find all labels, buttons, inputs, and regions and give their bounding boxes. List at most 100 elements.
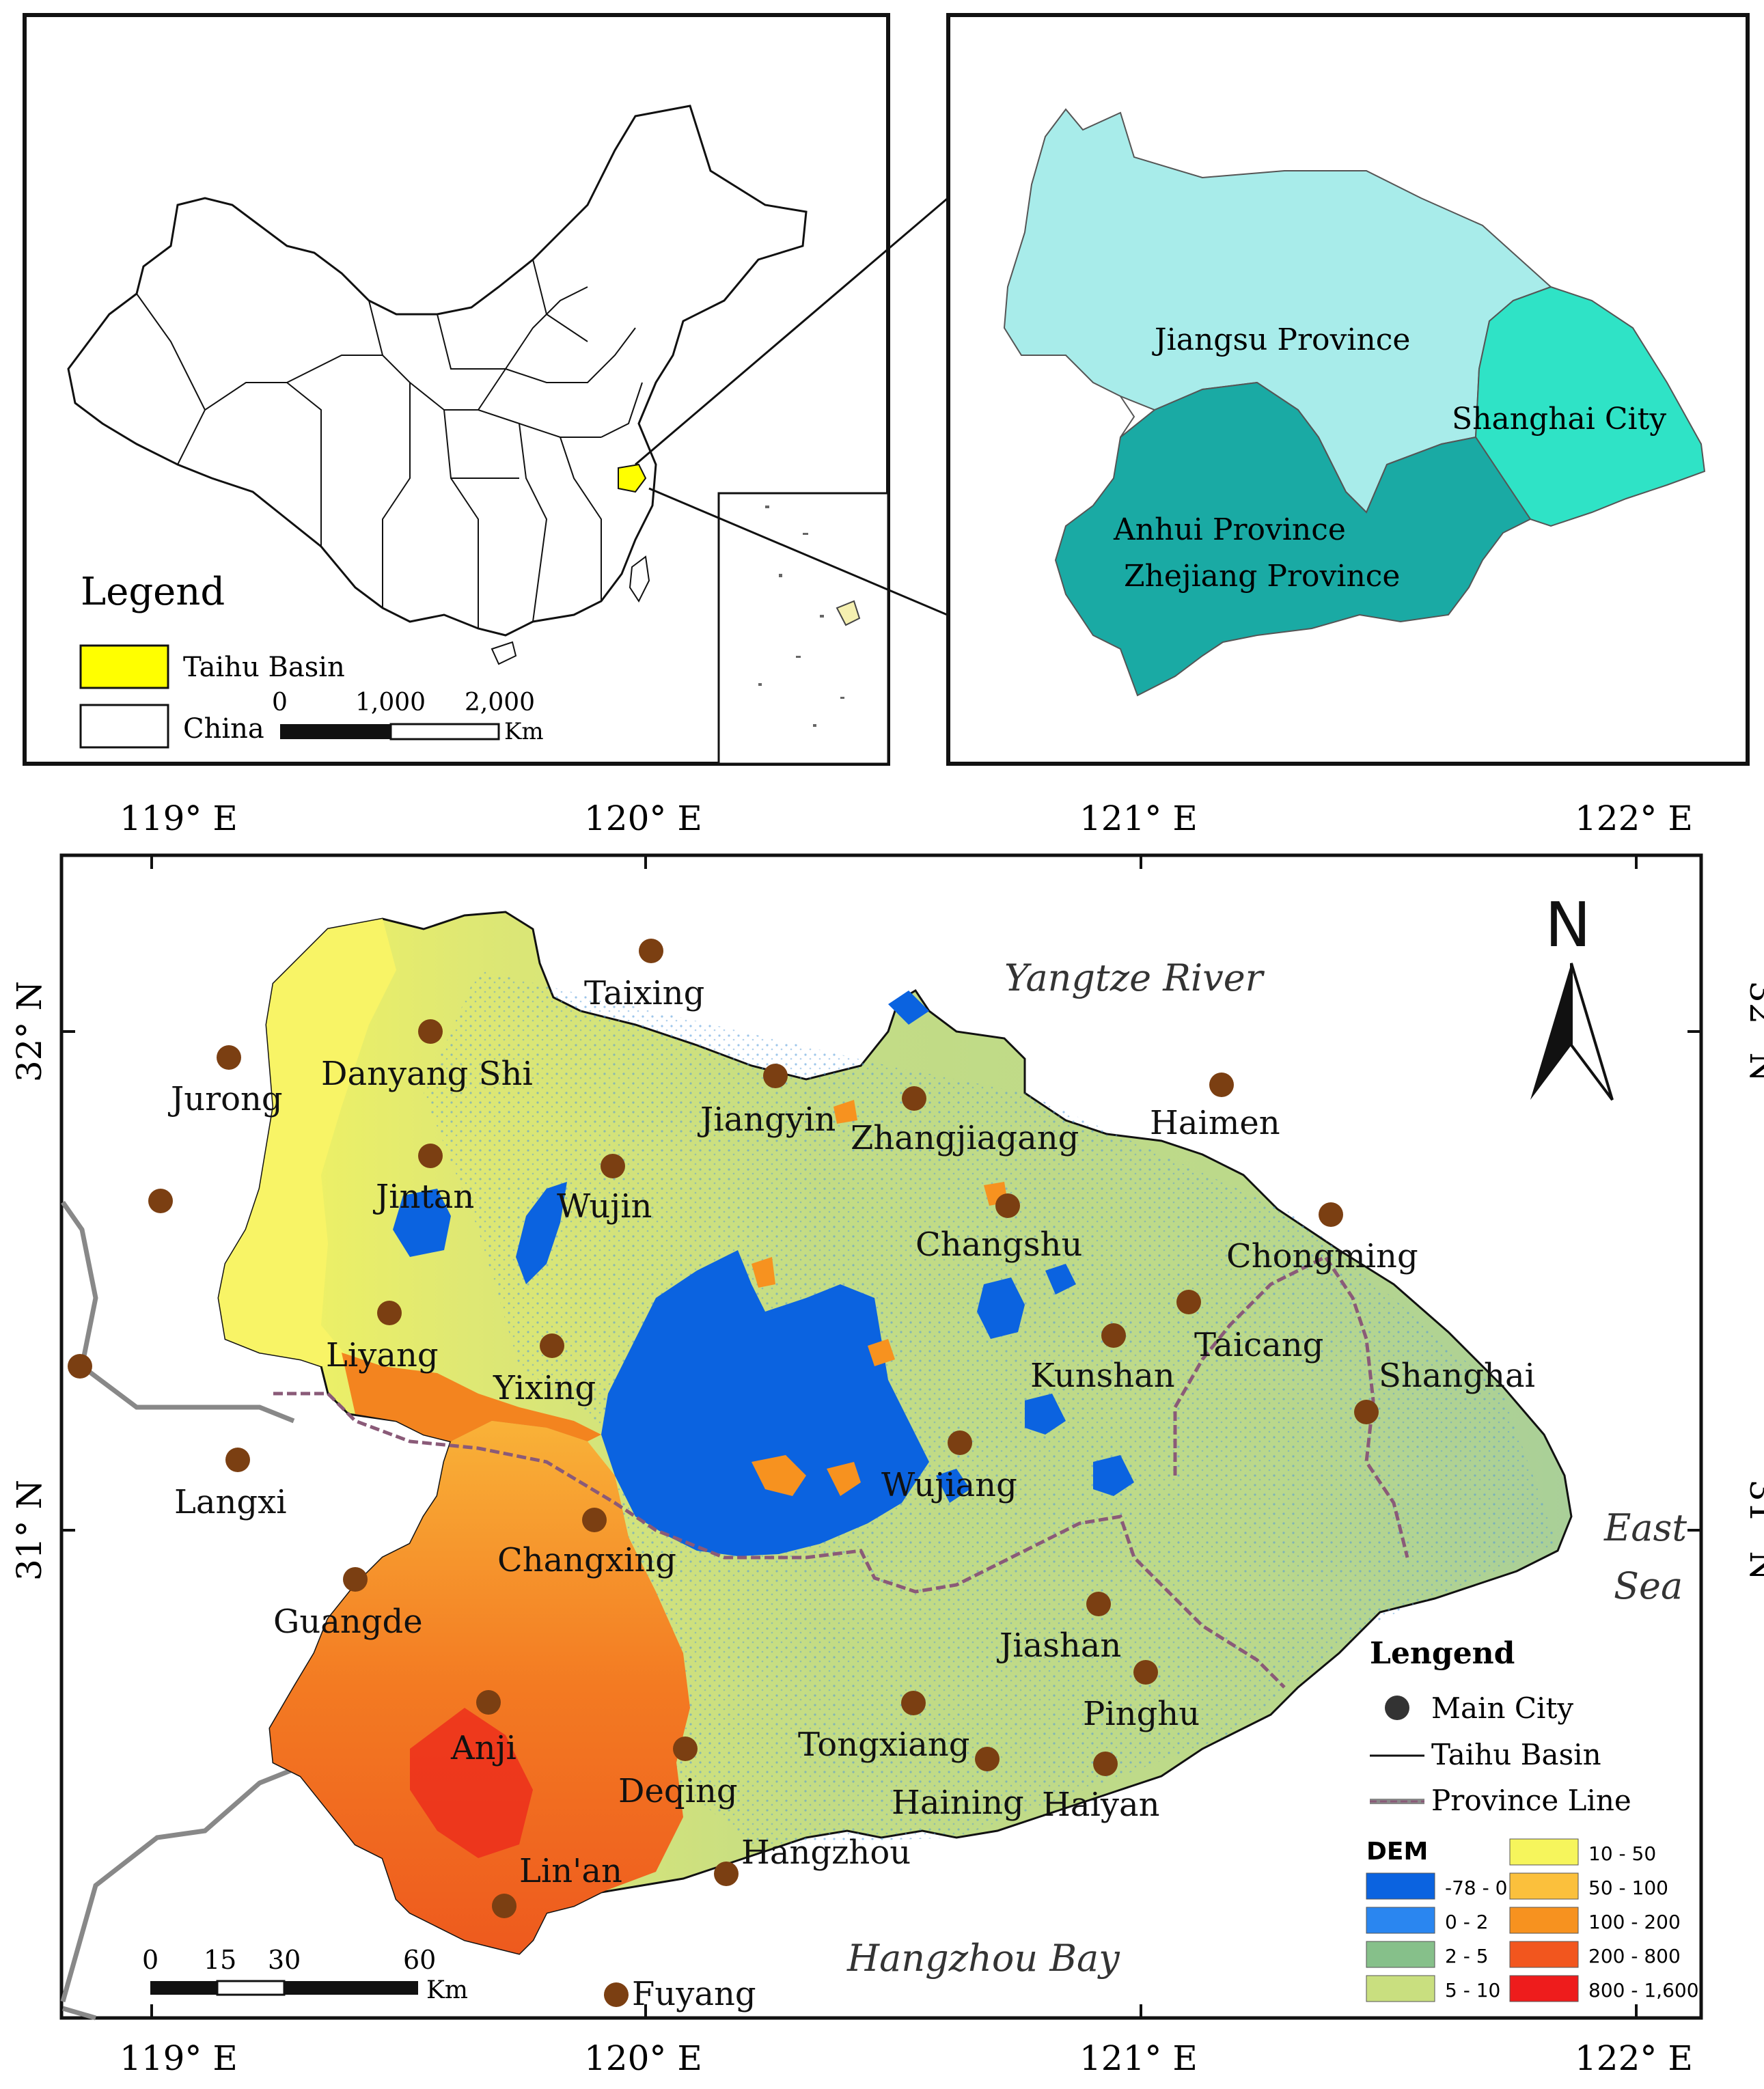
dem-swatch-2 <box>1366 1941 1435 1968</box>
main-legend-title: Lengend <box>1370 1636 1515 1671</box>
lat-label-31-left: 31° N <box>10 1480 49 1581</box>
label-east: East <box>1603 1506 1687 1549</box>
main-scale-tick-15: 15 <box>204 1945 236 1975</box>
city-dot-langxi <box>225 1448 250 1472</box>
province-line-inner <box>273 1392 1286 1689</box>
city-dot-jiashan <box>1086 1592 1111 1616</box>
city-dot-tongxiang <box>901 1691 926 1715</box>
china-scale-bar-white <box>389 723 500 741</box>
dem-swatch-1 <box>1366 1907 1435 1934</box>
taihu-basin-highlight <box>618 463 647 493</box>
dem-label-7: 200 - 800 <box>1588 1945 1681 1967</box>
china-scale-tick-1: 1,000 <box>355 689 426 717</box>
city-dot-hangzhou <box>714 1862 739 1886</box>
main-scale-seg-3 <box>284 1981 418 1995</box>
label-anhui: Anhui Province <box>1113 512 1346 547</box>
legend-swatch-china <box>79 704 169 749</box>
taihu-small-highlight <box>836 600 861 626</box>
china-legend-title: Legend <box>81 570 225 614</box>
city-dot-shanghai <box>1354 1400 1379 1424</box>
region-inset: Jiangsu Province Shanghai City Anhui Pro… <box>946 13 1750 766</box>
city-dot-yixing <box>540 1333 564 1358</box>
label-shanghai-city: Shanghai City <box>1452 402 1666 437</box>
dem-label-6: 100 - 200 <box>1588 1911 1681 1933</box>
city-label-guangde: Guangde <box>273 1603 423 1641</box>
south-china-sea-inset <box>717 492 890 765</box>
lon-label-122-bottom: 122° E <box>1575 2038 1693 2078</box>
city-label-wujiang: Wujiang <box>881 1466 1017 1504</box>
city-label-danyang: Danyang Shi <box>321 1055 533 1093</box>
hainan-outline <box>491 641 517 665</box>
city-dot-jiangyin <box>763 1064 788 1088</box>
city-label-anji: Anji <box>450 1729 516 1767</box>
dem-label-2: 2 - 5 <box>1445 1945 1489 1967</box>
main-scale-tick-0: 0 <box>142 1945 159 1975</box>
city-dot-changxing <box>582 1508 607 1532</box>
north-arrow-right <box>1570 963 1614 1101</box>
city-dot-chongming <box>1319 1202 1343 1227</box>
city-label-zhangjiagang: Zhangjiagang <box>851 1119 1079 1157</box>
city-dot-pinghu <box>1133 1660 1158 1685</box>
main-scale-tick-60: 60 <box>403 1945 436 1975</box>
dem-swatch-6 <box>1509 1907 1579 1934</box>
city-dot-jurong <box>217 1045 241 1070</box>
north-arrow: N <box>1530 889 1614 1101</box>
shanghai-region <box>1474 286 1706 527</box>
south-china-sea-islands <box>758 506 844 727</box>
city-dot-anji <box>476 1690 501 1715</box>
main-scale-bar: 0 15 30 60 Km <box>142 1945 468 2004</box>
legend-swatch-taihu <box>79 644 169 689</box>
label-hangzhou-bay: Hangzhou Bay <box>846 1937 1120 1980</box>
lon-label-120-top: 120° E <box>584 799 702 838</box>
city-label-shanghai: Shanghai <box>1379 1357 1535 1395</box>
lon-label-119-bottom: 119° E <box>120 2038 238 2078</box>
city-label-jiangyin: Jiangyin <box>697 1101 836 1139</box>
dem-title: DEM <box>1366 1838 1428 1866</box>
city-label-fuyang: Fuyang <box>632 1975 756 2013</box>
city-label-liyang: Liyang <box>326 1336 439 1374</box>
dem-swatch-8 <box>1509 1975 1579 2002</box>
lon-label-122-top: 122° E <box>1575 799 1693 838</box>
city-dot-fuyang <box>604 1982 629 2007</box>
dem-swatch-0 <box>1366 1872 1435 1900</box>
city-label-kunshan: Kunshan <box>1030 1357 1175 1395</box>
city-label-tongxiang: Tongxiang <box>798 1726 970 1764</box>
city-label-chongming: Chongming <box>1226 1237 1418 1275</box>
label-zhejiang: Zhejiang Province <box>1124 559 1400 594</box>
legend-main-city-dot <box>1385 1696 1409 1720</box>
water-labels: Yangtze River East Sea Hangzhou Bay <box>846 956 1687 1980</box>
dem-label-3: 5 - 10 <box>1445 1979 1500 2002</box>
legend-province-label: Province Line <box>1431 1784 1631 1817</box>
main-scale-seg-1 <box>150 1981 217 1995</box>
lon-label-119-top: 119° E <box>120 799 238 838</box>
city-label-haimen: Haimen <box>1150 1104 1280 1142</box>
city-dot-wujiang <box>948 1430 972 1455</box>
city-label-taicang: Taicang <box>1194 1326 1323 1364</box>
legend-main-city-label: Main City <box>1431 1691 1573 1725</box>
city-dot-liyang <box>377 1301 402 1325</box>
frame-ticks <box>61 855 1701 2018</box>
city-label-jurong: Jurong <box>167 1080 283 1118</box>
city-dot-kunshan <box>1101 1323 1126 1348</box>
main-legend: Lengend Main City Taihu Basin Province L… <box>1366 1636 1699 2002</box>
city-dot-haining <box>975 1747 1000 1771</box>
legend-label-taihu: Taihu Basin <box>183 652 345 683</box>
city-dot-changshu <box>995 1193 1020 1218</box>
city-dot-far-west <box>68 1354 92 1379</box>
china-province-lines <box>136 259 643 628</box>
dem-swatch-3 <box>1366 1975 1435 2002</box>
city-dot-wujin <box>601 1154 625 1178</box>
city-dot-guangde <box>343 1567 368 1592</box>
city-dot-zhangjiagang <box>902 1086 926 1111</box>
south-provinces-region <box>1054 381 1532 697</box>
dem-swatch-7 <box>1509 1941 1579 1968</box>
china-scale-tick-0: 0 <box>272 689 288 717</box>
lowland-speckle <box>424 970 1558 1844</box>
city-label-pinghu: Pinghu <box>1083 1695 1200 1733</box>
legend-taihu-label: Taihu Basin <box>1431 1738 1601 1771</box>
dem-swatch-4 <box>1509 1838 1579 1866</box>
city-label-jiashan: Jiashan <box>996 1627 1121 1665</box>
lon-label-121-bottom: 121° E <box>1079 2038 1198 2078</box>
lon-label-120-bottom: 120° E <box>584 2038 702 2078</box>
